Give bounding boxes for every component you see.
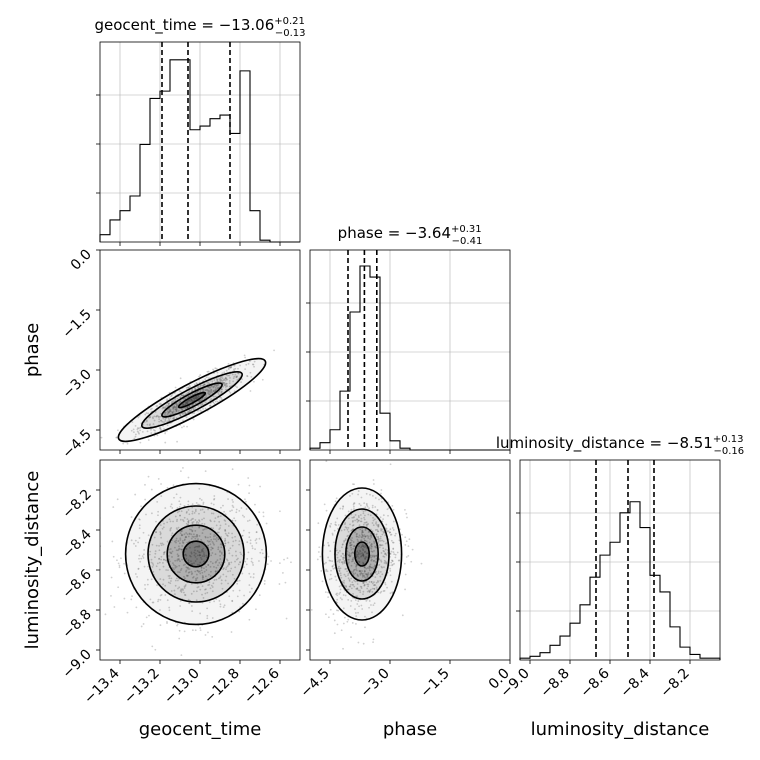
x-axis-label-luminosity_distance: luminosity_distance [531, 719, 710, 740]
x-tick-label: −8.4 [617, 665, 652, 700]
x-tick-label: −4.5 [297, 666, 332, 701]
x-tick-label: −12.6 [241, 665, 283, 707]
y-tick-label: 0.0 [68, 247, 95, 274]
text-layer: geocent_time = −13.06+0.21 −0.13 phase = −… [22, 16, 744, 740]
x-tick-label: −8.6 [577, 665, 612, 700]
hist-axes-luminosity_distance [519, 459, 721, 661]
x-tick-label: −3.0 [357, 666, 392, 701]
y-axis-label-luminosity_distance: luminosity_distance [22, 471, 43, 650]
density-geocent_time-phase [100, 349, 275, 445]
y-tick-label: −8.2 [59, 487, 94, 522]
panel-title-phase: phase = −3.64+0.31 −0.41 [338, 224, 483, 247]
contour [166, 524, 226, 584]
x-tick-label: −8.8 [537, 666, 572, 701]
contour [321, 487, 403, 621]
x-axis-label-phase: phase [383, 719, 437, 740]
contour [161, 382, 223, 418]
y-tick-label: −4.5 [59, 427, 94, 462]
y-tick-label: −9.0 [59, 647, 94, 682]
contour [124, 482, 268, 626]
y-tick-label: −3.0 [59, 367, 94, 402]
y-tick-label: −8.4 [59, 526, 94, 561]
x-tick-label: −13.0 [161, 666, 203, 708]
x-tick-label: −13.4 [81, 665, 123, 707]
contour [182, 540, 210, 568]
density-layer [100, 349, 423, 657]
histogram-phase [309, 265, 510, 451]
y-tick-label: −8.8 [59, 607, 94, 642]
density-geocent_time-luminosity_distance [100, 460, 292, 657]
density-phase-luminosity_distance [310, 460, 423, 650]
contour [177, 391, 207, 409]
scatter-axes-phase-luminosity_distance [309, 459, 511, 661]
x-tick-label: −1.5 [417, 666, 452, 701]
hist-axes-phase [309, 249, 511, 451]
contour [344, 526, 379, 582]
y-tick-label: −8.6 [59, 566, 94, 601]
panel-title-luminosity_distance: luminosity_distance = −8.51+0.13 −0.16 [496, 434, 744, 457]
contour [147, 505, 245, 603]
scatter-axes-geocent_time-phase [99, 249, 301, 451]
y-tick-label: −1.5 [59, 307, 94, 342]
y-axis-label-phase: phase [22, 323, 43, 377]
histogram-geocent_time [99, 59, 300, 243]
x-axis-label-geocent_time: geocent_time [139, 719, 262, 740]
x-tick-label: −13.2 [121, 666, 163, 708]
contour [353, 541, 370, 567]
x-tick-label: −12.8 [201, 666, 243, 708]
axes-layer [96, 41, 721, 664]
contour [117, 357, 267, 443]
contour [334, 508, 390, 600]
contour [141, 370, 243, 430]
panel-title-geocent_time: geocent_time = −13.06+0.21 −0.13 [94, 16, 305, 39]
x-tick-label: −8.2 [657, 666, 692, 701]
histogram-luminosity_distance [519, 501, 721, 660]
